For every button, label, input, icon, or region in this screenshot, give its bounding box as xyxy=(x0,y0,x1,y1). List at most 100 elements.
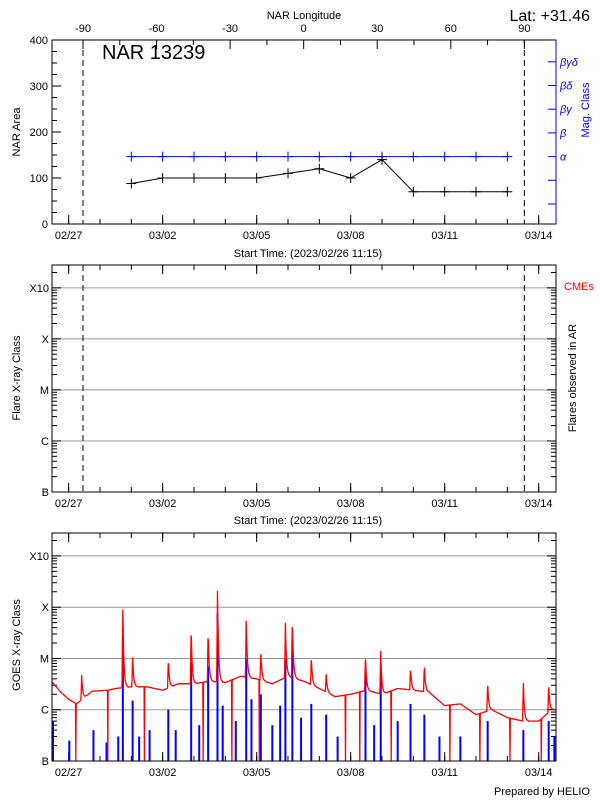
x-tick-label: 02/27 xyxy=(55,230,83,242)
panel-frame-3 xyxy=(51,532,557,762)
longitude-tick-label: 0 xyxy=(301,23,307,35)
goes-short-bar xyxy=(553,736,556,761)
mag-class-point xyxy=(126,151,137,162)
goes-short-bar xyxy=(271,725,274,761)
area-point xyxy=(502,186,513,197)
goes-short-bar xyxy=(336,736,339,761)
goes-short-bar xyxy=(131,700,134,761)
panel2-y2label: Flares observed in AR xyxy=(567,324,579,432)
goes-short-bar xyxy=(148,730,151,761)
longitude-tick-label: 60 xyxy=(445,23,457,35)
goes-short-bar xyxy=(396,721,399,761)
goes-short-bar xyxy=(245,658,248,761)
latitude-label: Lat: +31.46 xyxy=(509,8,590,25)
x-tick-label: 03/05 xyxy=(243,767,271,779)
goes-short-bar xyxy=(459,736,462,761)
goes-short-bar xyxy=(121,640,124,761)
y-tick-label: 200 xyxy=(30,127,48,139)
mag-class-point xyxy=(220,151,231,162)
longitude-tick-label: -30 xyxy=(222,23,238,35)
mag-class-point xyxy=(471,151,482,162)
mag-class-point xyxy=(314,151,325,162)
y-tick-label: M xyxy=(40,385,49,397)
goes-short-bar xyxy=(364,669,367,761)
panel1-xlabel: Start Time: (2023/02/26 11:15) xyxy=(234,248,382,260)
x-tick-label: 03/08 xyxy=(337,498,365,510)
mag-class-point xyxy=(345,151,356,162)
area-point xyxy=(408,186,419,197)
y-tick-label: 0 xyxy=(42,219,48,231)
mag-class-point xyxy=(502,151,513,162)
goes-short-bar xyxy=(52,721,54,761)
y-tick-label: 400 xyxy=(30,35,48,47)
goes-long-line xyxy=(52,590,556,761)
x-tick-label: 03/11 xyxy=(431,498,458,510)
y-tick-label: 300 xyxy=(30,81,48,93)
goes-short-bar xyxy=(138,736,141,761)
area-point xyxy=(345,173,356,183)
x-tick-label: 03/02 xyxy=(149,767,177,779)
y-tick-label: X xyxy=(42,334,50,346)
area-point xyxy=(439,186,450,197)
area-point xyxy=(251,173,262,183)
area-point xyxy=(283,168,294,179)
mag-class-label: βδ xyxy=(559,81,573,93)
x-tick-label: 03/14 xyxy=(525,230,553,242)
panel3-ylabel: GOES X-ray Class xyxy=(11,599,23,691)
mag-class-point xyxy=(408,151,419,162)
panel2-xlabel: Start Time: (2023/02/26 11:15) xyxy=(234,515,382,527)
panel2-ylabel: Flare X-ray Class xyxy=(11,335,23,420)
goes-short-bar xyxy=(207,666,210,761)
y-tick-label: B xyxy=(42,487,49,499)
goes-short-bar xyxy=(409,703,412,761)
x-tick-label: 03/14 xyxy=(525,498,553,510)
goes-short-bar xyxy=(379,673,382,761)
goes-short-bar xyxy=(198,725,201,761)
longitude-axis-title: NAR Longitude xyxy=(267,10,342,22)
goes-short-bar xyxy=(284,658,287,761)
goes-short-bar xyxy=(522,730,525,761)
panel-frame-2 xyxy=(51,264,557,493)
goes-short-bar xyxy=(279,705,282,761)
goes-short-bar xyxy=(105,742,108,761)
mag-class-label: β xyxy=(559,128,567,140)
area-point xyxy=(157,173,168,183)
goes-short-bar xyxy=(92,730,95,761)
mag-class-point xyxy=(439,151,450,162)
mag-class-point xyxy=(251,151,262,162)
y-tick-label: X xyxy=(42,602,50,614)
mag-class-label: βγ xyxy=(559,104,573,116)
goes-short-bar xyxy=(259,694,262,761)
goes-short-bar xyxy=(486,721,489,761)
x-tick-label: 03/02 xyxy=(149,498,177,510)
x-tick-label: 03/08 xyxy=(337,767,365,779)
chart-marks: 02/27 03/02 03/05 03/08 03/11 03/14 02/27 03/02… xyxy=(29,23,578,779)
mag-class-point xyxy=(188,151,199,162)
goes-short-bar xyxy=(438,736,441,761)
mag-class-point xyxy=(283,151,294,162)
goes-short-bar xyxy=(325,714,328,761)
goes-short-bar xyxy=(167,709,170,761)
mag-class-point xyxy=(157,151,168,162)
goes-short-bar xyxy=(373,725,376,761)
goes-plot-area xyxy=(52,590,556,761)
goes-short-bar xyxy=(117,736,120,761)
goes-short-bar xyxy=(310,703,313,761)
goes-short-bar xyxy=(174,730,177,761)
cme-label: CMEs xyxy=(564,281,594,293)
longitude-tick-label: -60 xyxy=(149,23,165,35)
longitude-tick-label: -90 xyxy=(75,23,91,35)
y-tick-label: C xyxy=(41,705,49,717)
y-tick-label: B xyxy=(42,756,49,768)
x-tick-label: 03/08 xyxy=(337,230,365,242)
footer-credit: Prepared by HELIO xyxy=(494,786,590,798)
x-tick-label: 03/02 xyxy=(149,230,177,242)
panel1-ylabel: NAR Area xyxy=(11,107,23,157)
goes-short-bar xyxy=(216,613,219,761)
x-tick-label: 02/27 xyxy=(55,767,83,779)
longitude-tick-label: 30 xyxy=(371,23,383,35)
goes-short-bar xyxy=(547,721,550,761)
goes-short-bar xyxy=(190,662,193,761)
